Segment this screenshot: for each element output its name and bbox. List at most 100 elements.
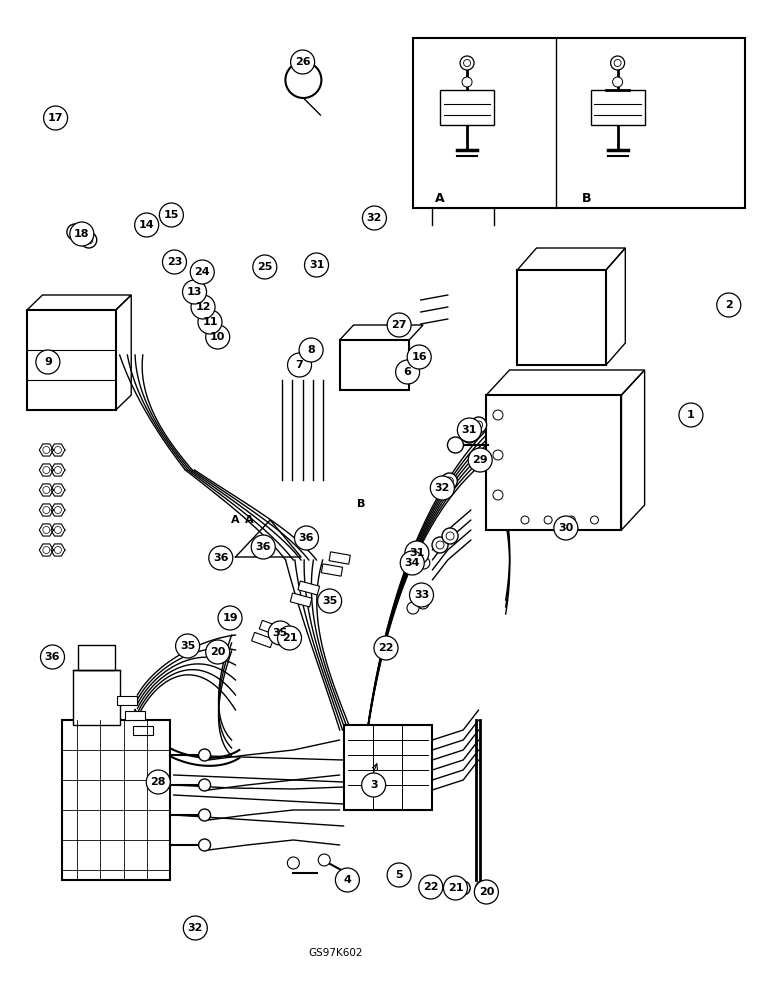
Text: A: A (231, 515, 240, 525)
Circle shape (387, 313, 411, 337)
Circle shape (460, 56, 474, 70)
Circle shape (405, 541, 429, 565)
Text: 1: 1 (687, 410, 695, 420)
Circle shape (448, 437, 463, 453)
Circle shape (442, 528, 458, 544)
Text: 18: 18 (74, 229, 90, 239)
Circle shape (287, 353, 312, 377)
Text: 34: 34 (405, 558, 420, 568)
Circle shape (476, 881, 489, 895)
Text: 12: 12 (195, 302, 211, 312)
Circle shape (456, 881, 470, 895)
Circle shape (304, 253, 329, 277)
Text: 9: 9 (44, 357, 52, 367)
Circle shape (205, 640, 230, 664)
Text: 32: 32 (188, 923, 203, 933)
Text: 20: 20 (210, 647, 225, 657)
FancyBboxPatch shape (340, 340, 409, 390)
FancyBboxPatch shape (486, 395, 621, 530)
Circle shape (433, 482, 449, 498)
Circle shape (218, 606, 242, 630)
Text: B: B (582, 192, 591, 205)
Circle shape (208, 546, 233, 570)
Circle shape (277, 626, 302, 650)
Circle shape (408, 562, 420, 574)
Text: A: A (435, 192, 445, 205)
Circle shape (468, 448, 493, 472)
Text: 35: 35 (273, 628, 288, 638)
Circle shape (67, 224, 83, 240)
Circle shape (318, 854, 330, 866)
Circle shape (287, 857, 300, 869)
Circle shape (294, 526, 319, 550)
FancyBboxPatch shape (298, 581, 320, 595)
Text: 27: 27 (391, 320, 407, 330)
Text: 33: 33 (414, 590, 429, 600)
Circle shape (716, 293, 741, 317)
Circle shape (191, 295, 215, 319)
Circle shape (335, 868, 360, 892)
Circle shape (81, 232, 96, 248)
Text: 35: 35 (180, 641, 195, 651)
Text: A: A (245, 515, 254, 525)
Text: 31: 31 (409, 548, 425, 558)
Circle shape (159, 203, 184, 227)
Text: 31: 31 (309, 260, 324, 270)
FancyBboxPatch shape (321, 564, 343, 576)
Circle shape (182, 280, 207, 304)
Text: 28: 28 (151, 777, 166, 787)
Circle shape (613, 77, 622, 87)
FancyBboxPatch shape (252, 632, 273, 648)
Text: 2: 2 (725, 300, 733, 310)
Circle shape (387, 863, 411, 887)
Text: 22: 22 (423, 882, 438, 892)
Text: 24: 24 (195, 267, 210, 277)
FancyBboxPatch shape (413, 38, 745, 208)
Circle shape (198, 809, 211, 821)
Circle shape (462, 427, 477, 443)
Circle shape (430, 476, 455, 500)
Circle shape (443, 876, 468, 900)
Circle shape (198, 749, 211, 761)
Circle shape (299, 338, 323, 362)
Circle shape (162, 250, 187, 274)
Circle shape (252, 255, 277, 279)
Circle shape (190, 260, 215, 284)
Circle shape (417, 597, 429, 609)
Circle shape (175, 634, 200, 658)
Text: 32: 32 (435, 483, 450, 493)
Circle shape (183, 916, 208, 940)
Circle shape (198, 310, 222, 334)
Circle shape (474, 880, 499, 904)
Text: 8: 8 (307, 345, 315, 355)
Text: 4: 4 (344, 875, 351, 885)
Circle shape (611, 56, 625, 70)
Text: 36: 36 (299, 533, 314, 543)
Text: GS97K602: GS97K602 (309, 948, 363, 958)
Circle shape (251, 535, 276, 559)
Text: 35: 35 (322, 596, 337, 606)
FancyBboxPatch shape (125, 710, 145, 720)
Text: 36: 36 (213, 553, 229, 563)
Circle shape (146, 770, 171, 794)
Text: 16: 16 (411, 352, 427, 362)
Text: 26: 26 (295, 57, 310, 67)
Circle shape (317, 589, 342, 613)
Text: 3: 3 (370, 780, 378, 790)
Circle shape (362, 206, 387, 230)
Circle shape (268, 621, 293, 645)
FancyBboxPatch shape (27, 310, 116, 410)
Circle shape (205, 325, 230, 349)
Text: 15: 15 (164, 210, 179, 220)
Circle shape (554, 516, 578, 540)
Circle shape (457, 418, 482, 442)
Text: 31: 31 (462, 425, 477, 435)
Circle shape (374, 636, 398, 660)
Circle shape (418, 875, 443, 899)
Text: 7: 7 (296, 360, 303, 370)
Text: B: B (357, 499, 365, 509)
Text: 32: 32 (367, 213, 382, 223)
Circle shape (407, 345, 432, 369)
Circle shape (40, 645, 65, 669)
Circle shape (679, 403, 703, 427)
